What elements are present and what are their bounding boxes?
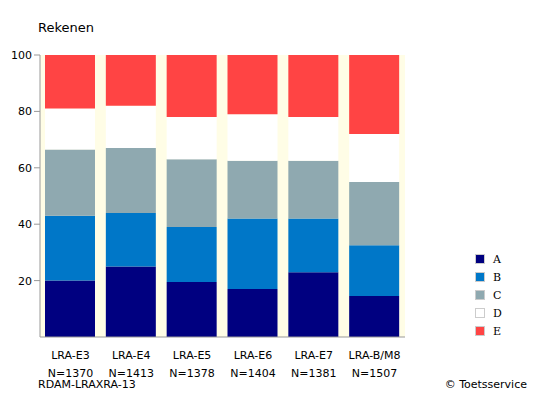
svg-text:LRA-E5: LRA-E5 xyxy=(173,349,212,362)
html-text:Rekenen: Rekenen xyxy=(38,20,94,35)
svg-text:80: 80 xyxy=(18,105,32,118)
html-text:E: E xyxy=(493,324,501,338)
svg-text:100: 100 xyxy=(11,49,32,62)
svg-text:LRA-E7: LRA-E7 xyxy=(294,349,333,362)
svg-text:N=1378: N=1378 xyxy=(169,367,214,380)
svg-text:N=1370: N=1370 xyxy=(47,367,94,380)
html-text:B: B xyxy=(493,270,502,284)
svg-text:LRA-E4: LRA-E4 xyxy=(112,349,151,362)
svg-text:LRA-B/M8: LRA-B/M8 xyxy=(349,349,401,362)
html-text:D: D xyxy=(493,306,502,320)
svg-text:N=1507: N=1507 xyxy=(352,367,397,380)
svg-text:LRA-E3: LRA-E3 xyxy=(51,349,90,362)
html-text:C: C xyxy=(493,288,502,302)
html-text:© Toetsservice: © Toetsservice xyxy=(444,378,527,391)
svg-text:N=1404: N=1404 xyxy=(230,367,275,380)
svg-text:20: 20 xyxy=(18,275,32,288)
svg-text:LRA-E6: LRA-E6 xyxy=(234,349,273,362)
svg-text:60: 60 xyxy=(18,162,32,175)
svg-text:40: 40 xyxy=(18,218,32,231)
html-text:RDAM-LRAXRA-13: RDAM-LRAXRA-13 xyxy=(38,378,136,391)
svg-text:N=1381: N=1381 xyxy=(291,367,336,380)
svg-text:N=1413: N=1413 xyxy=(108,367,154,380)
html-text:A: A xyxy=(493,252,501,266)
